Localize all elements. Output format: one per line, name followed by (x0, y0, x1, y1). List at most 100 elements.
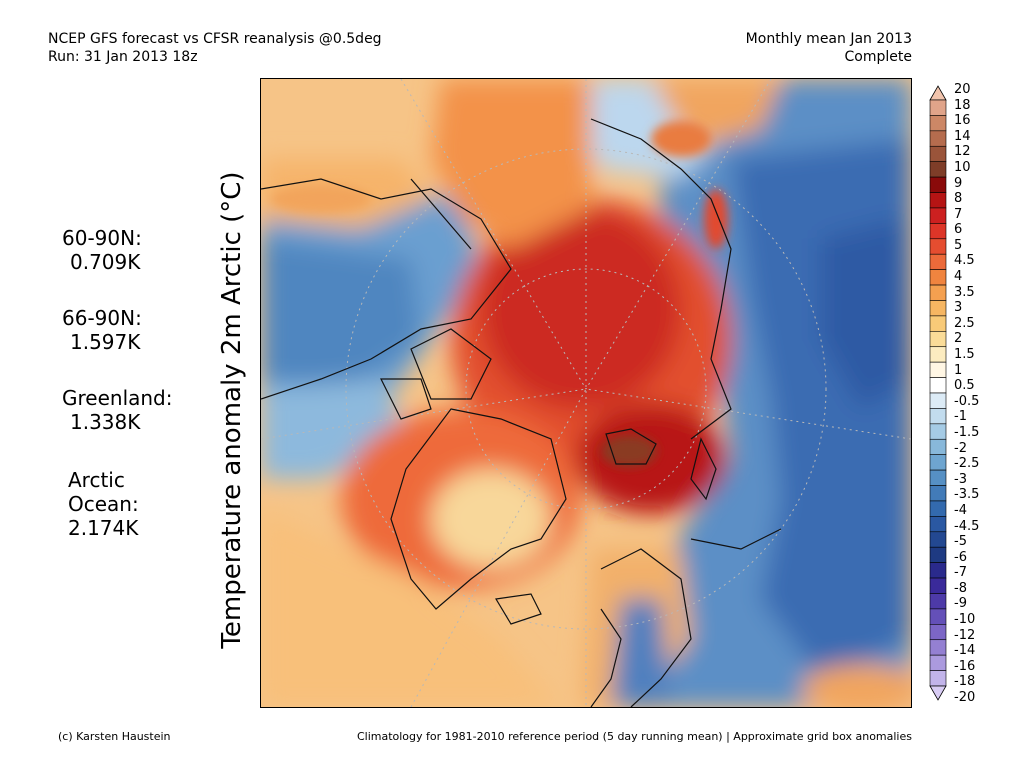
colorbar-tick-label: 18 (954, 97, 971, 113)
stat-66-90n: 66-90N: 1.597K (62, 306, 142, 354)
colorbar-tick-label: -3 (954, 471, 967, 487)
colorbar-swatch (929, 500, 947, 517)
colorbar-tick-label: 14 (954, 128, 971, 144)
colorbar-tick-label: 2 (954, 331, 963, 347)
colorbar-swatch (929, 269, 947, 286)
colorbar-swatch (929, 377, 947, 394)
colorbar-swatch (929, 223, 947, 240)
colorbar-labels: 20 18 16 14 12 10 9 8 7 6 5 4.5 4 3.5 3 2.5 2 1.5 1 0.5 -0.5… (954, 82, 990, 704)
colorbar-swatch (929, 253, 947, 270)
colorbar-tick-label: -4.5 (954, 518, 980, 534)
colorbar-swatch (929, 577, 947, 594)
colorbar-swatch (929, 469, 947, 486)
colorbar-tick-label: 3 (954, 300, 963, 316)
colorbar-swatch (929, 670, 947, 687)
colorbar-tick-label: 3.5 (954, 284, 975, 300)
stat-value: 2.174K (68, 516, 139, 540)
colorbar-swatch (929, 346, 947, 363)
colorbar-swatch (929, 361, 947, 378)
footer-credit: (c) Karsten Haustein (58, 730, 171, 743)
colorbar-swatch (929, 562, 947, 579)
colorbar-swatch (929, 593, 947, 610)
colorbar-swatch (929, 608, 947, 625)
colorbar-swatch (929, 531, 947, 548)
colorbar-tick-label: -16 (954, 658, 976, 674)
header-left: NCEP GFS forecast vs CFSR reanalysis @0.… (48, 30, 382, 66)
colorbar-tick-label: 16 (954, 113, 971, 129)
colorbar-swatch (929, 284, 947, 301)
stat-value: 0.709K (70, 250, 141, 274)
colorbar-swatch (929, 454, 947, 471)
colorbar-tick-label: -1.5 (954, 424, 980, 440)
colorbar-swatch (929, 85, 947, 101)
colorbar-tick-label: -2.5 (954, 456, 980, 472)
footer-note: Climatology for 1981-2010 reference peri… (356, 730, 912, 743)
stat-label-2: Ocean: (68, 492, 139, 516)
colorbar-tick-label: 20 (954, 82, 971, 97)
colorbar-tick-label: -5 (954, 534, 967, 550)
colorbar-swatch (929, 546, 947, 563)
colorbar-swatch (929, 161, 947, 178)
colorbar-swatch (929, 639, 947, 656)
colorbar-swatch (929, 115, 947, 132)
colorbar-tick-label: -2 (954, 440, 967, 456)
period-line-2: Complete (844, 49, 912, 65)
map-canvas (261, 79, 911, 707)
coastlines (261, 118, 782, 707)
colorbar-tick-label: 4 (954, 269, 963, 285)
colorbar-swatches (929, 85, 947, 701)
colorbar-swatch (929, 624, 947, 641)
colorbar-tick-label: -6 (954, 549, 967, 565)
stat-value: 1.338K (70, 410, 141, 434)
colorbar-tick-label: 9 (954, 175, 963, 191)
colorbar-swatch (929, 130, 947, 147)
colorbar-swatch (929, 408, 947, 425)
stat-greenland: Greenland: 1.338K (62, 386, 173, 434)
colorbar-tick-label: 8 (954, 191, 963, 207)
colorbar-swatch (929, 315, 947, 332)
colorbar-swatch (929, 423, 947, 440)
colorbar-tick-label: -1 (954, 409, 967, 425)
colorbar-swatch (929, 331, 947, 348)
stat-label: 60-90N: (62, 226, 142, 250)
colorbar-tick-label: -4 (954, 502, 967, 518)
colorbar-swatch (929, 207, 947, 224)
colorbar-tick-label: -20 (954, 690, 976, 705)
colorbar-tick-label: -0.5 (954, 393, 980, 409)
colorbar-tick-label: 5 (954, 237, 963, 253)
stat-label: 66-90N: (62, 306, 142, 330)
colorbar-swatch (929, 485, 947, 502)
colorbar-swatch (929, 392, 947, 409)
colorbar-swatch (929, 145, 947, 162)
colorbar-swatch (929, 654, 947, 671)
colorbar-swatch (929, 438, 947, 455)
colorbar-swatch (929, 685, 947, 701)
colorbar-tick-label: 10 (954, 159, 971, 175)
colorbar-tick-label: 6 (954, 222, 963, 238)
y-axis-label: Temperature anomaly 2m Arctic (°C) (217, 171, 247, 649)
colorbar: 20 18 16 14 12 10 9 8 7 6 5 4.5 4 3.5 3 2.5 2 1.5 1 0.5 -0.5… (929, 82, 990, 704)
graticule (261, 79, 911, 707)
colorbar-tick-label: -3.5 (954, 487, 980, 503)
stat-label: Arctic (68, 468, 125, 492)
title-line-2: Run: 31 Jan 2013 18z (48, 49, 198, 65)
colorbar-tick-label: 2.5 (954, 315, 975, 331)
colorbar-swatch (929, 192, 947, 209)
header-right: Monthly mean Jan 2013 Complete (746, 30, 912, 66)
colorbar-swatch (929, 99, 947, 116)
colorbar-tick-label: -18 (954, 674, 976, 690)
colorbar-swatch (929, 300, 947, 317)
colorbar-swatch (929, 238, 947, 255)
colorbar-tick-label: -12 (954, 627, 976, 643)
stat-60-90n: 60-90N: 0.709K (62, 226, 142, 274)
stat-label: Greenland: (62, 386, 173, 410)
anomaly-map (260, 78, 912, 708)
colorbar-tick-label: -8 (954, 580, 967, 596)
colorbar-tick-label: 1.5 (954, 347, 975, 363)
title-line-1: NCEP GFS forecast vs CFSR reanalysis @0.… (48, 31, 382, 47)
colorbar-tick-label: 1 (954, 362, 963, 378)
anomaly-detail (271, 121, 728, 467)
stat-value: 1.597K (70, 330, 141, 354)
colorbar-tick-label: 0.5 (954, 378, 975, 394)
stat-arctic-ocean: Arctic Ocean: 2.174K (68, 468, 139, 540)
